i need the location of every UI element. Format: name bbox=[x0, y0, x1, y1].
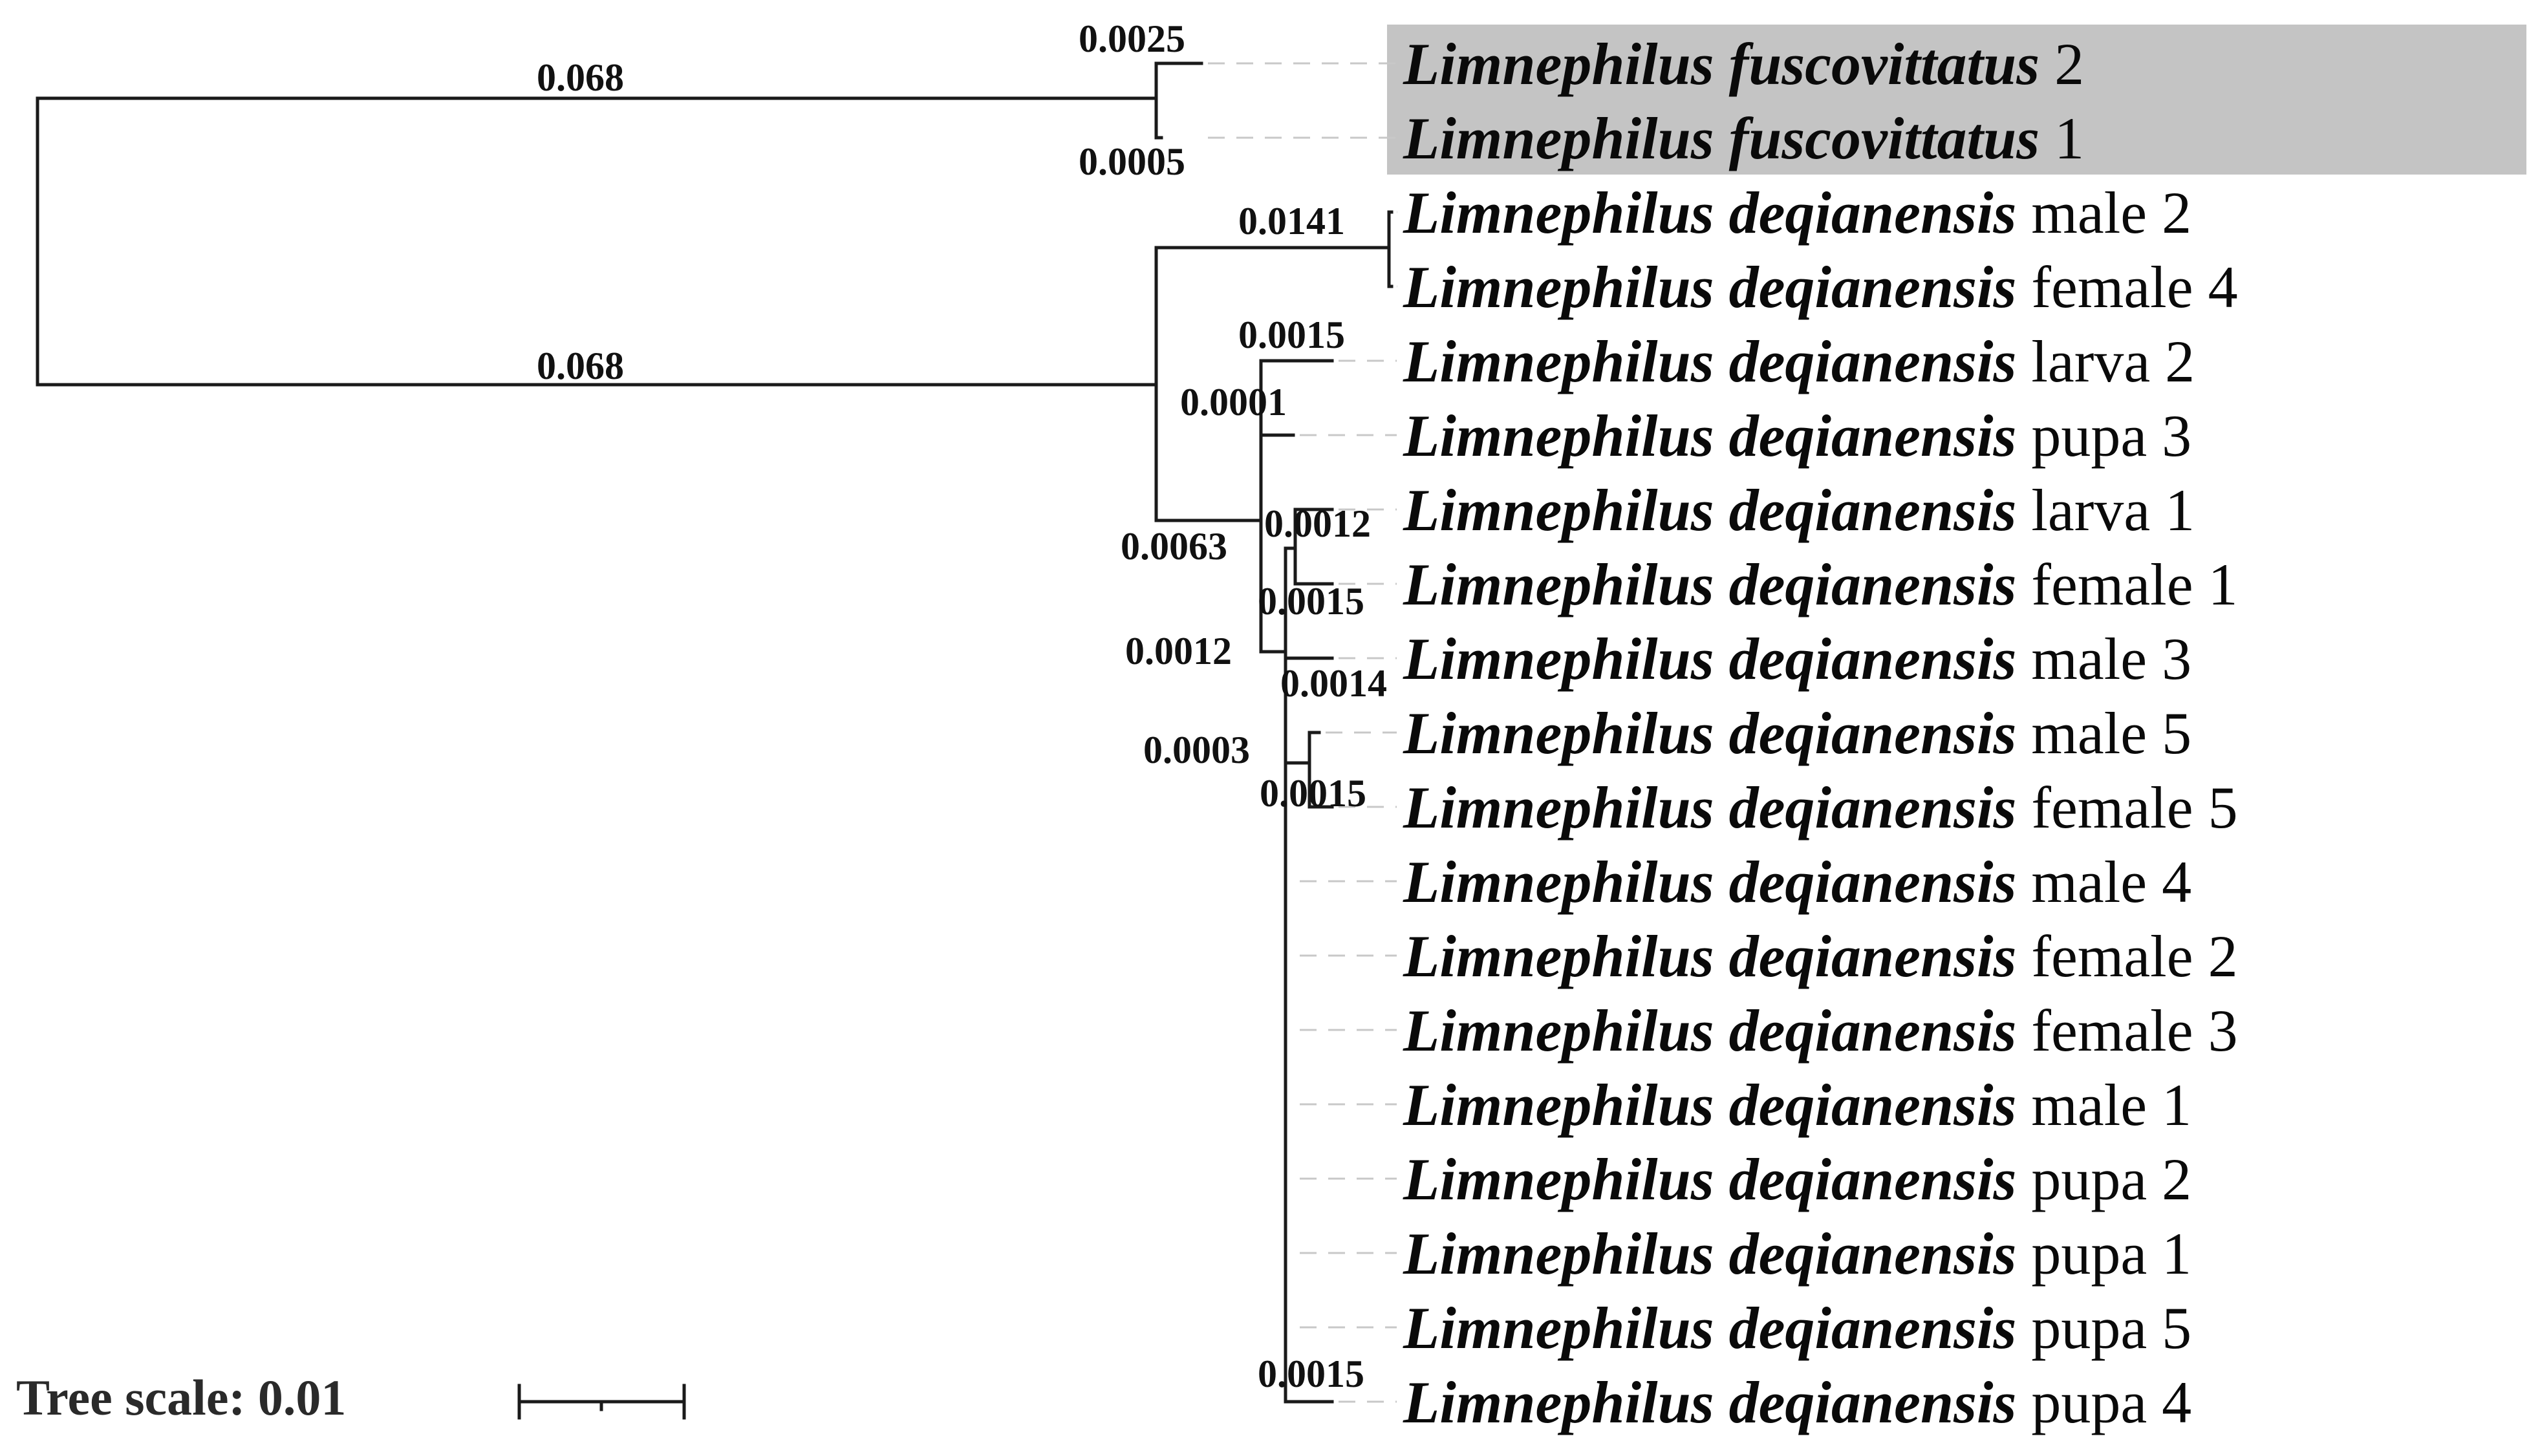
tip-label: Limnephilus deqianensis pupa 4 bbox=[1403, 1369, 2191, 1435]
branch-length-female1: 0.0015 bbox=[1258, 580, 1364, 623]
tip-label: Limnephilus deqianensis female 3 bbox=[1403, 998, 2238, 1064]
branch-length-larva1: 0.0012 bbox=[1264, 502, 1371, 545]
tip-label: Limnephilus deqianensis female 5 bbox=[1403, 775, 2238, 840]
tip-label: Limnephilus deqianensis male 2 bbox=[1403, 180, 2191, 246]
tip-specimen-label: male 4 bbox=[2016, 849, 2191, 915]
tip-species-name: Limnephilus deqianensis bbox=[1403, 923, 2016, 989]
branch-length-node-0001: 0.0001 bbox=[1180, 381, 1287, 423]
tip-label: Limnephilus deqianensis female 1 bbox=[1403, 551, 2238, 617]
tip-label: Limnephilus deqianensis female 4 bbox=[1403, 254, 2238, 320]
tip-specimen-label: 1 bbox=[2039, 105, 2084, 171]
tip-label: Limnephilus deqianensis male 1 bbox=[1403, 1072, 2191, 1138]
tip-specimen-label: larva 1 bbox=[2016, 477, 2195, 543]
tip-specimen-label: female 2 bbox=[2016, 923, 2237, 989]
tip-species-name: Limnephilus deqianensis bbox=[1403, 849, 2016, 915]
tip-specimen-label: larva 2 bbox=[2016, 328, 2195, 394]
tip-specimen-label: male 2 bbox=[2016, 180, 2191, 246]
tree-branches bbox=[36, 61, 1394, 1404]
branch-length-labels: 0.068 0.068 0.0025 0.0005 0.0141 0.0015 0.0001… bbox=[537, 17, 1387, 1395]
branch-length-fusco-2: 0.0025 bbox=[1079, 17, 1185, 60]
tip-label: Limnephilus deqianensis pupa 5 bbox=[1403, 1295, 2191, 1361]
tip-species-name: Limnephilus deqianensis bbox=[1403, 1221, 2016, 1287]
tip-specimen-label: 2 bbox=[2039, 31, 2084, 97]
tip-specimen-label: male 3 bbox=[2016, 626, 2191, 692]
tip-guide-lines bbox=[1208, 62, 1397, 1403]
branch-length-fusco-1: 0.0005 bbox=[1079, 140, 1185, 183]
tree-scale-label: Tree scale: 0.01 bbox=[16, 1369, 346, 1426]
tip-specimen-label: male 1 bbox=[2016, 1072, 2191, 1138]
tip-species-name: Limnephilus fuscovittatus bbox=[1403, 31, 2039, 97]
tip-label: Limnephilus deqianensis male 4 bbox=[1403, 849, 2191, 915]
tip-species-name: Limnephilus deqianensis bbox=[1403, 551, 2016, 617]
tip-species-name: Limnephilus deqianensis bbox=[1403, 1146, 2016, 1212]
tip-specimen-label: pupa 2 bbox=[2016, 1146, 2191, 1212]
tip-label: Limnephilus deqianensis larva 2 bbox=[1403, 328, 2195, 394]
tip-label: Limnephilus deqianensis pupa 2 bbox=[1403, 1146, 2191, 1212]
tree-scale-bar bbox=[517, 1384, 686, 1420]
tip-specimen-label: pupa 1 bbox=[2016, 1221, 2191, 1287]
branch-length-male3: 0.0014 bbox=[1280, 662, 1387, 705]
tip-specimen-label: pupa 3 bbox=[2016, 403, 2191, 469]
tip-label: Limnephilus fuscovittatus 1 bbox=[1403, 105, 2084, 171]
tip-species-name: Limnephilus deqianensis bbox=[1403, 1295, 2016, 1361]
tip-specimen-label: pupa 4 bbox=[2016, 1369, 2191, 1435]
tip-label: Limnephilus deqianensis pupa 1 bbox=[1403, 1221, 2191, 1287]
tip-specimen-label: male 5 bbox=[2016, 700, 2191, 766]
branch-length-pupa4: 0.0015 bbox=[1258, 1353, 1364, 1395]
branch-length-node-0003: 0.0003 bbox=[1143, 729, 1250, 771]
tip-specimen-label: female 5 bbox=[2016, 775, 2237, 840]
branch-length-root-upper: 0.068 bbox=[537, 56, 624, 99]
tip-label: Limnephilus deqianensis female 2 bbox=[1403, 923, 2238, 989]
branch-length-node-0012: 0.0012 bbox=[1125, 630, 1232, 672]
tip-label: Limnephilus deqianensis male 5 bbox=[1403, 700, 2191, 766]
branch-length-larva2: 0.0015 bbox=[1238, 314, 1345, 356]
tip-species-name: Limnephilus deqianensis bbox=[1403, 775, 2016, 840]
tip-label: Limnephilus deqianensis male 3 bbox=[1403, 626, 2191, 692]
branch-length-root-lower: 0.068 bbox=[537, 345, 624, 387]
tip-species-name: Limnephilus deqianensis bbox=[1403, 180, 2016, 246]
tip-species-name: Limnephilus deqianensis bbox=[1403, 626, 2016, 692]
tip-specimen-label: female 1 bbox=[2016, 551, 2237, 617]
tip-specimen-label: pupa 5 bbox=[2016, 1295, 2191, 1361]
tree-scale: Tree scale: 0.01 bbox=[16, 1369, 686, 1426]
tip-species-name: Limnephilus deqianensis bbox=[1403, 254, 2016, 320]
tip-species-name: Limnephilus deqianensis bbox=[1403, 1369, 2016, 1435]
tip-label: Limnephilus fuscovittatus 2 bbox=[1403, 31, 2084, 97]
tip-label: Limnephilus deqianensis pupa 3 bbox=[1403, 403, 2191, 469]
tip-label: Limnephilus deqianensis larva 1 bbox=[1403, 477, 2195, 543]
tip-species-name: Limnephilus fuscovittatus bbox=[1403, 105, 2039, 171]
tip-species-name: Limnephilus deqianensis bbox=[1403, 403, 2016, 469]
tip-species-name: Limnephilus deqianensis bbox=[1403, 998, 2016, 1064]
tip-species-name: Limnephilus deqianensis bbox=[1403, 1072, 2016, 1138]
tip-specimen-label: female 3 bbox=[2016, 998, 2237, 1064]
tip-species-name: Limnephilus deqianensis bbox=[1403, 477, 2016, 543]
fuscovittatus-clade-highlight bbox=[1387, 25, 2526, 175]
tip-specimen-label: female 4 bbox=[2016, 254, 2237, 320]
branch-length-node-0063: 0.0063 bbox=[1121, 525, 1227, 568]
tip-species-name: Limnephilus deqianensis bbox=[1403, 328, 2016, 394]
tip-species-name: Limnephilus deqianensis bbox=[1403, 700, 2016, 766]
branch-length-female5: 0.0015 bbox=[1260, 772, 1366, 815]
branch-length-male2-female4: 0.0141 bbox=[1238, 200, 1345, 242]
